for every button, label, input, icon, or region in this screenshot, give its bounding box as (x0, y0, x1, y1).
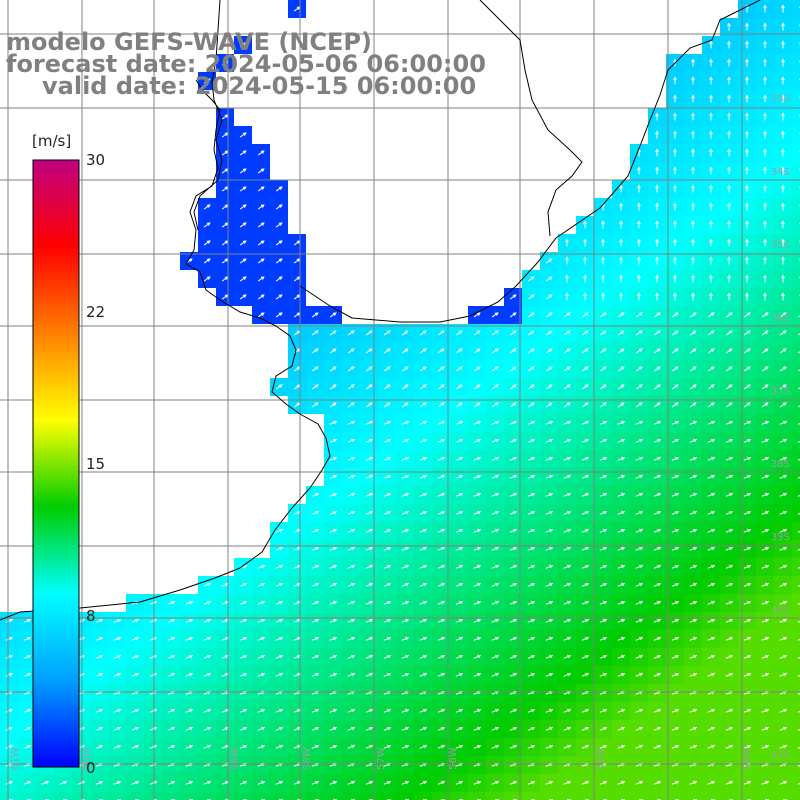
lon-label: 61W (10, 747, 21, 770)
graticule-labels: 33S 34S 35S 36S 37S 38S 39S 40S 41S 61W 60W 59W 58W 5… (10, 94, 790, 770)
colorbar-tick: 8 (86, 607, 96, 625)
colorbar-tick: 22 (86, 303, 106, 321)
lon-label: 54W (742, 747, 753, 770)
lon-label: 57W (376, 747, 387, 770)
valid-date: valid date: 2024-05-15 06:00:00 (42, 72, 477, 100)
colorbar (32, 159, 80, 768)
lat-label: 37S (771, 386, 790, 397)
lon-label: 55W (596, 747, 607, 770)
lon-label: 56W (448, 747, 459, 770)
colorbar-tick: 0 (86, 759, 96, 777)
lat-label: 34S (771, 167, 790, 178)
lat-label: 35S (771, 240, 790, 251)
wind-arrows (5, 4, 800, 800)
lat-label: 33S (771, 94, 790, 105)
lat-label: 41S (771, 750, 790, 761)
lat-label: 38S (771, 459, 790, 470)
lon-label: 59W (230, 747, 241, 770)
lat-label: 36S (771, 313, 790, 324)
model-title: modelo GEFS-WAVE (NCEP) (6, 28, 372, 56)
lat-label: 40S (771, 605, 790, 616)
coastline (0, 0, 761, 621)
colorbar-unit: [m/s] (32, 132, 72, 150)
lon-label: 58W (302, 747, 313, 770)
colorbar-tick: 30 (86, 151, 106, 169)
lat-label: 39S (771, 532, 790, 543)
colorbar-tick: 15 (86, 455, 106, 473)
forecast-date: forecast date: 2024-05-06 06:00:00 (6, 50, 486, 78)
lon-label: 60W (82, 747, 93, 770)
